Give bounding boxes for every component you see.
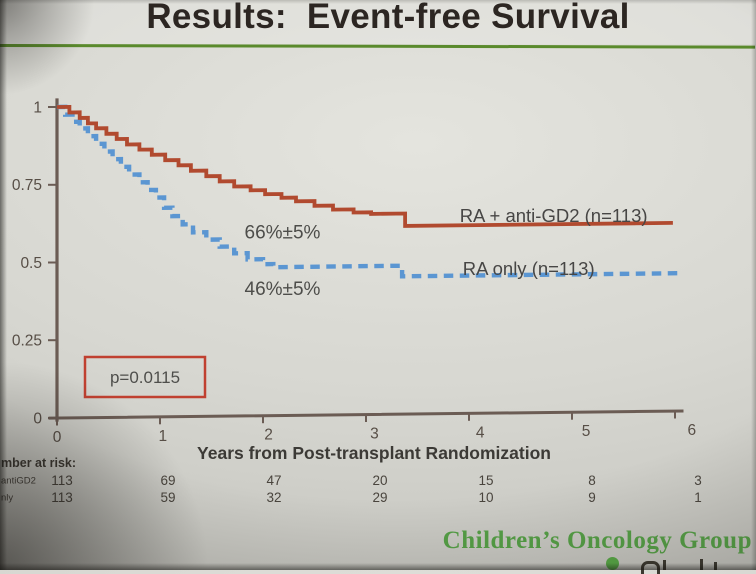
- x-tick-label: 0: [53, 429, 62, 446]
- y-tick-label: 0.25: [12, 333, 42, 350]
- at-risk-value: 29: [372, 490, 387, 505]
- at-risk-value: 1: [694, 490, 702, 505]
- green-dot-icon: [606, 557, 619, 570]
- x-tick-label: 5: [582, 423, 591, 440]
- survival-curve-ra-only: [56, 104, 681, 279]
- at-risk-value: 3: [694, 473, 702, 488]
- survival-curves: [56, 104, 681, 279]
- y-tick-label: 0.5: [20, 255, 42, 272]
- cog-footer-text: Children’s Oncology Group: [442, 527, 752, 554]
- at-risk-value: 69: [160, 473, 175, 488]
- x-tick-label: 3: [370, 426, 379, 443]
- at-risk-value: 10: [478, 490, 493, 505]
- y-tick-labels: 1 0.75 0.5 0.25 0: [12, 100, 43, 428]
- x-tick-label: 6: [687, 422, 696, 439]
- number-at-risk-table: mber at risk: antiGD2 nly 113 69 47 20 1…: [1, 456, 702, 505]
- at-risk-value: 20: [372, 473, 387, 488]
- cutoff-text-fragment: [714, 562, 717, 570]
- at-risk-value: 113: [51, 473, 73, 488]
- at-risk-value: 113: [51, 490, 73, 505]
- cutoff-text-fragment: [663, 560, 666, 570]
- at-risk-row-label: nly: [1, 493, 13, 504]
- x-axis-title: Years from Post-transplant Randomization: [197, 443, 551, 463]
- p-value-box: p=0.0115: [83, 355, 207, 399]
- annotation-red-estimate: 66%±5%: [245, 223, 321, 244]
- at-risk-value: 59: [160, 490, 175, 505]
- cutoff-text-fragment: [641, 561, 660, 574]
- at-risk-value: 9: [588, 490, 596, 505]
- cutoff-text-fragment: [700, 559, 703, 570]
- x-tick-label: 4: [476, 424, 485, 441]
- legend-label-ra-anti-gd2: RA + anti-GD2 (n=113): [460, 205, 648, 226]
- legend-label-ra-only: RA only (n=113): [463, 258, 595, 279]
- at-risk-value: 8: [588, 473, 596, 488]
- p-value-text: p=0.0115: [110, 368, 180, 387]
- y-tick-label: 0.75: [12, 177, 42, 194]
- x-tick-label: 2: [264, 427, 273, 444]
- y-tick-label: 0: [33, 411, 42, 428]
- at-risk-value: 47: [266, 473, 281, 488]
- annotation-blue-estimate: 46%±5%: [245, 279, 321, 300]
- at-risk-header: mber at risk:: [1, 456, 76, 470]
- at-risk-row-label: antiGD2: [1, 476, 36, 487]
- x-tick-label: 1: [158, 428, 167, 445]
- y-tick-label: 1: [33, 100, 42, 117]
- at-risk-value: 32: [266, 490, 281, 505]
- at-risk-value: 15: [478, 473, 493, 488]
